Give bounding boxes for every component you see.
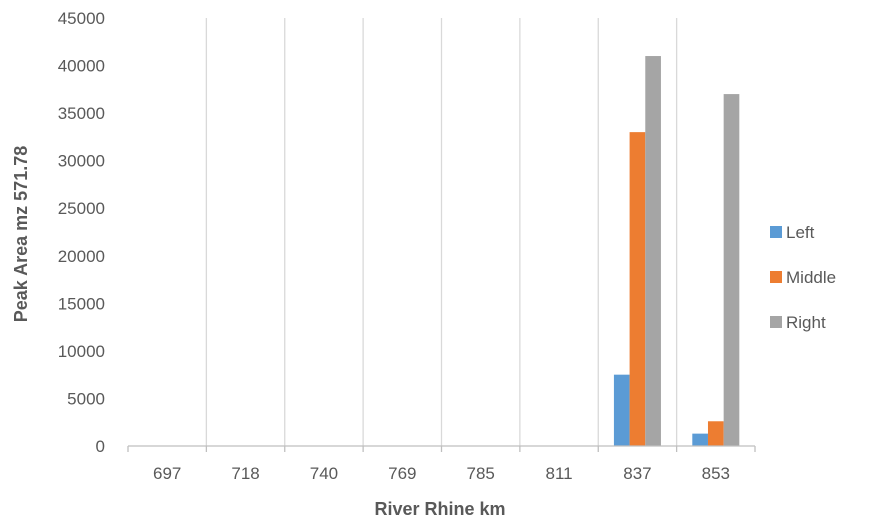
x-tick-label: 853	[702, 464, 730, 483]
x-tick-label: 718	[231, 464, 259, 483]
x-tick-label: 811	[546, 464, 573, 483]
bar	[613, 374, 630, 446]
x-tick-label: 697	[153, 464, 181, 483]
y-tick-label: 10000	[58, 342, 105, 361]
legend-swatch	[770, 316, 782, 328]
bar	[707, 421, 724, 446]
bar	[629, 132, 646, 446]
x-tick-label: 837	[623, 464, 651, 483]
y-axis-title: Peak Area mz 571.78	[11, 146, 31, 322]
y-tick-label: 20000	[58, 247, 105, 266]
x-axis-title: River Rhine km	[374, 499, 505, 519]
legend-label: Middle	[786, 268, 836, 287]
bar	[692, 433, 708, 446]
legend: Left Middle Right	[770, 223, 836, 332]
axes-layer	[127, 445, 756, 452]
y-tick-label: 30000	[58, 152, 105, 171]
bar	[645, 56, 661, 447]
y-tick-label: 45000	[58, 9, 105, 28]
y-tick-label: 35000	[58, 104, 105, 123]
y-tick-label: 15000	[58, 294, 105, 313]
x-tick-label: 785	[467, 464, 495, 483]
legend-swatch	[770, 226, 782, 238]
x-tick-label: 769	[388, 464, 416, 483]
y-tick-label: 25000	[58, 199, 105, 218]
y-tick-label: 5000	[67, 389, 105, 408]
labels-layer: 0 5000 10000 15000 20000 25000 30000 35000 40000…	[58, 9, 730, 483]
legend-label: Right	[786, 313, 826, 332]
bar	[723, 94, 740, 446]
grid-layer	[205, 18, 678, 446]
legend-swatch	[770, 271, 782, 283]
y-tick-label: 40000	[58, 57, 105, 76]
x-tick-label: 740	[310, 464, 338, 483]
y-tick-label: 0	[96, 437, 105, 456]
legend-label: Left	[786, 223, 815, 242]
bars-layer	[613, 56, 740, 447]
